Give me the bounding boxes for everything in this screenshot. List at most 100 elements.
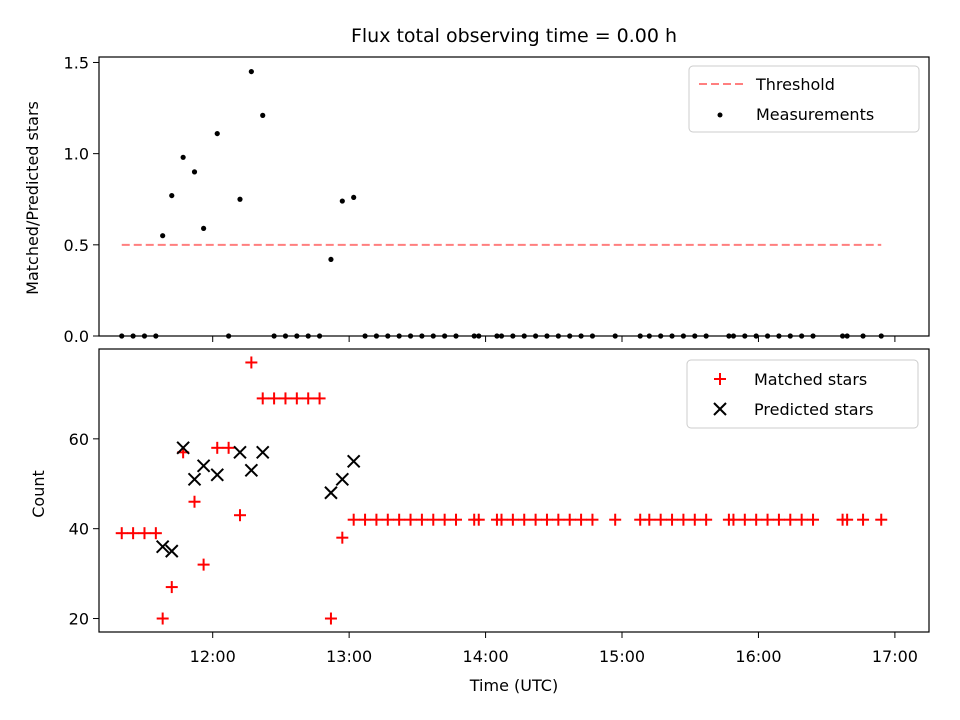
predicted-star-point: [244, 463, 259, 477]
measurement-point: [339, 198, 345, 204]
matched-star-point: [427, 513, 440, 526]
count-points: [115, 356, 888, 625]
matched-star-point: [677, 513, 690, 526]
legend-measurements-swatch: [717, 112, 723, 118]
matched-star-point: [245, 356, 258, 369]
bottom-y-tick-label: 40: [69, 520, 89, 539]
predicted-star-point: [335, 472, 350, 486]
legend-matched-label: Matched stars: [754, 370, 867, 389]
predicted-star-point: [165, 544, 179, 558]
matched-star-point: [336, 531, 349, 544]
bottom-x-tick-label: 12:00: [190, 647, 236, 666]
top-axes-frame: [98, 56, 930, 337]
predicted-star-point: [210, 468, 224, 482]
bottom-legend: Matched stars Predicted stars: [686, 359, 919, 429]
matched-star-point: [156, 612, 169, 625]
matched-star-point: [529, 513, 542, 526]
measurement-point: [191, 169, 198, 175]
matched-star-point: [654, 513, 667, 526]
matched-star-point: [575, 513, 588, 526]
top-y-tick-label: 1.0: [64, 145, 89, 164]
matched-star-point: [438, 513, 451, 526]
matched-star-point: [540, 513, 553, 526]
matched-star-point: [666, 513, 679, 526]
matched-star-point: [807, 513, 820, 526]
matched-star-point: [609, 513, 622, 526]
measurement-point: [169, 192, 175, 199]
matched-star-point: [347, 513, 360, 526]
matched-star-point: [450, 513, 463, 526]
matched-star-point: [197, 558, 210, 571]
matched-star-point: [279, 392, 292, 405]
bottom-axes-frame: [98, 348, 930, 633]
top-legend: Threshold Measurements: [688, 65, 920, 133]
matched-star-point: [188, 495, 201, 508]
bottom-y-tick-label: 60: [69, 430, 89, 449]
predicted-star-point: [233, 445, 247, 460]
bottom-x-tick-label: 14:00: [463, 647, 509, 666]
top-y-axis-label: Matched/Predicted stars: [23, 101, 42, 295]
matched-star-point: [313, 392, 326, 405]
bottom-y-tick-label: 20: [69, 610, 89, 629]
matched-star-point: [290, 392, 303, 405]
matched-star-point: [233, 509, 246, 522]
predicted-star-point: [176, 441, 190, 455]
bottom-y-axis-label: Count: [29, 470, 48, 518]
matched-star-point: [643, 513, 656, 526]
matched-star-point: [495, 513, 508, 526]
matched-star-point: [795, 513, 808, 526]
top-y-tick-label: 1.5: [64, 53, 89, 72]
matched-star-point: [370, 513, 383, 526]
matched-star-point: [700, 513, 713, 526]
matched-star-point: [393, 513, 406, 526]
top-y-tick-label: 0.0: [64, 327, 89, 346]
matched-star-point: [138, 527, 151, 540]
legend-measurements-label: Measurements: [756, 105, 874, 124]
predicted-star-point: [256, 445, 270, 460]
measurement-point: [351, 194, 357, 201]
top-y-tick-label: 0.5: [64, 236, 89, 255]
matched-star-point: [688, 513, 701, 526]
predicted-star-point: [187, 472, 202, 486]
bottom-x-axis-label: Time (UTC): [469, 676, 558, 695]
bottom-x-tick-label: 17:00: [872, 647, 918, 666]
bottom-x-tick-label: 15:00: [599, 647, 645, 666]
matched-star-point: [381, 513, 394, 526]
measurement-point: [180, 154, 186, 160]
matched-star-point: [738, 513, 751, 526]
matched-star-point: [563, 513, 576, 526]
predicted-star-point: [155, 539, 170, 554]
matched-star-point: [211, 441, 224, 454]
top-panel: Flux total observing time = 0.00 h Match…: [23, 25, 930, 346]
bottom-x-tick-label: 16:00: [735, 647, 781, 666]
bottom-panel: Count Time (UTC) 20 40 60 12:00 13:00 14:00 15…: [29, 348, 930, 695]
measurement-point: [214, 130, 220, 137]
matched-star-point: [875, 513, 888, 526]
measurement-point: [201, 225, 207, 232]
matched-star-point: [115, 527, 128, 540]
matched-star-point: [841, 513, 854, 526]
measurement-point: [237, 196, 243, 202]
measurement-points: [119, 68, 884, 339]
matched-star-point: [222, 441, 235, 454]
matched-star-point: [784, 513, 797, 526]
matched-star-point: [857, 513, 870, 526]
predicted-star-point: [324, 486, 338, 500]
bottom-legend-box: [686, 359, 919, 429]
matched-star-point: [324, 612, 337, 625]
matched-star-point: [256, 392, 269, 405]
matched-star-point: [149, 527, 162, 540]
measurement-point: [328, 256, 334, 263]
legend-predicted-label: Predicted stars: [754, 400, 874, 419]
matched-star-point: [518, 513, 531, 526]
matched-star-point: [415, 513, 428, 526]
matched-star-point: [268, 392, 281, 405]
bottom-x-tick-label: 13:00: [326, 647, 372, 666]
matched-star-point: [761, 513, 774, 526]
legend-matched-swatch: [714, 373, 726, 385]
matched-star-point: [165, 581, 178, 594]
measurement-point: [260, 112, 266, 118]
bottom-axis-ticks: 20 40 60 12:00 13:00 14:00 15:00 16:00 17:00: [69, 430, 918, 666]
matched-star-point: [772, 513, 785, 526]
top-legend-box: [688, 65, 920, 133]
